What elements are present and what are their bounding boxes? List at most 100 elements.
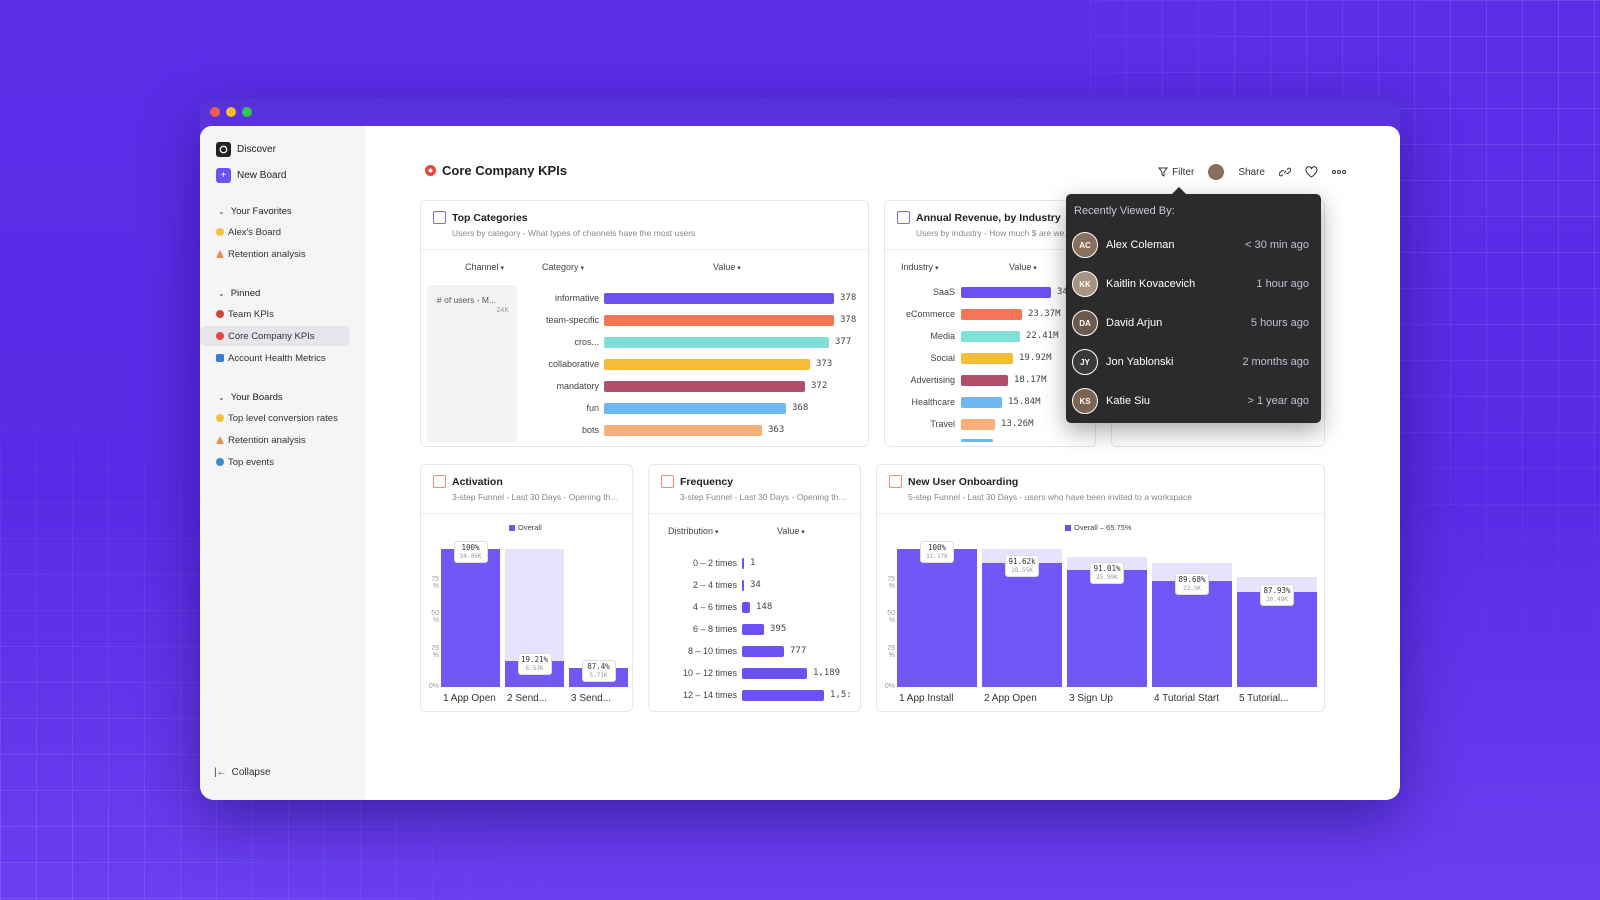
funnel-pct: 89.68% bbox=[1178, 574, 1206, 584]
industry-value: 15.84M bbox=[1008, 397, 1041, 407]
top-categories-card[interactable]: Top Categories Users by category - What … bbox=[420, 200, 869, 447]
viewer-avatar[interactable] bbox=[1208, 164, 1225, 180]
viewer-row[interactable]: AC Alex Coleman < 30 min ago bbox=[1072, 230, 1309, 260]
collapse-button[interactable]: |← Collapse bbox=[214, 767, 271, 778]
sidebar-item-retention-analysis-2[interactable]: Retention analysis bbox=[214, 430, 359, 450]
filter-icon bbox=[1158, 167, 1169, 177]
cone-icon bbox=[216, 250, 224, 258]
minimize-window-button[interactable] bbox=[226, 107, 236, 117]
frequency-label: 4 – 6 times bbox=[692, 602, 737, 612]
value-dropdown[interactable]: Value bbox=[1009, 262, 1037, 272]
category-label: collaborative bbox=[548, 359, 599, 369]
axis-label: 0% bbox=[884, 683, 895, 690]
funnel-bar bbox=[982, 562, 1062, 687]
plus-icon: + bbox=[216, 168, 231, 183]
funnel-count: 28.55K bbox=[1011, 566, 1033, 574]
card-subtitle: Users by category - What types of channe… bbox=[452, 228, 696, 238]
maximize-window-button[interactable] bbox=[242, 107, 252, 117]
discover-label: Discover bbox=[237, 144, 276, 155]
sidebar-item-top-events[interactable]: Top events bbox=[214, 452, 359, 472]
funnel-count: 34.05K bbox=[459, 553, 482, 560]
recently-viewed-popover: Recently Viewed By: AC Alex Coleman < 30 m… bbox=[1066, 187, 1321, 423]
category-bar bbox=[604, 315, 834, 326]
category-dropdown[interactable]: Category bbox=[542, 262, 584, 272]
category-label: fun bbox=[586, 403, 599, 413]
funnel-step-label: 1 App Open bbox=[443, 693, 496, 704]
card-subtitle: 3-step Funnel - Last 30 Days - Opening t… bbox=[680, 492, 850, 502]
funnel-bar bbox=[441, 549, 500, 687]
category-bar bbox=[604, 381, 805, 392]
value-dropdown[interactable]: Value bbox=[777, 526, 805, 536]
new-board-button[interactable]: + New Board bbox=[216, 168, 286, 183]
industry-label: Media bbox=[930, 331, 955, 341]
boards-section-toggle[interactable]: ⌄ Your Boards bbox=[218, 392, 283, 403]
metric-value: 24K bbox=[496, 307, 509, 314]
viewer-name: Alex Coleman bbox=[1106, 239, 1175, 251]
activation-card[interactable]: Activation 3-step Funnel - Last 30 Days … bbox=[420, 464, 633, 712]
bar-chart-icon bbox=[897, 211, 910, 224]
industry-label: Travel bbox=[930, 419, 955, 429]
viewer-row[interactable]: KS Katie Siu > 1 year ago bbox=[1072, 386, 1309, 416]
industry-dropdown[interactable]: Industry bbox=[901, 262, 938, 272]
industry-bar bbox=[961, 331, 1020, 342]
viewer-avatar: DA bbox=[1072, 310, 1098, 336]
frequency-bar bbox=[742, 668, 807, 679]
sidebar-item-team-kpis[interactable]: Team KPIs bbox=[214, 304, 359, 324]
frequency-label: 2 – 4 times bbox=[692, 580, 737, 590]
popover-title: Recently Viewed By: bbox=[1074, 205, 1175, 217]
frequency-value: 777 bbox=[790, 646, 807, 656]
category-bar bbox=[604, 403, 786, 414]
value-dropdown[interactable]: Value bbox=[713, 262, 741, 272]
frequency-bar bbox=[742, 690, 824, 701]
globe-icon bbox=[216, 458, 224, 466]
sidebar-item-label: Retention analysis bbox=[228, 248, 306, 260]
favorites-section-toggle[interactable]: ⌄ Your Favorites bbox=[218, 206, 292, 217]
collapse-label: Collapse bbox=[231, 767, 271, 778]
channel-dropdown[interactable]: Channel bbox=[465, 262, 504, 272]
legend-swatch bbox=[509, 524, 515, 531]
frequency-value: 1,189 bbox=[813, 668, 841, 678]
share-button[interactable]: Share bbox=[1238, 167, 1265, 178]
sidebar-item-label: Team KPIs bbox=[228, 308, 274, 320]
filter-button[interactable]: Filter bbox=[1158, 167, 1194, 178]
target-icon bbox=[216, 332, 224, 340]
frequency-card[interactable]: Frequency 3-step Funnel - Last 30 Days -… bbox=[648, 464, 861, 712]
pinned-section-toggle[interactable]: ⌄ Pinned bbox=[218, 288, 260, 299]
legend-swatch bbox=[1065, 524, 1071, 531]
funnel-pct: 91.62k bbox=[1008, 556, 1036, 566]
industry-value: 18.17M bbox=[1014, 375, 1047, 385]
funnel-tag: 91.01% 25.99K bbox=[1090, 561, 1124, 584]
favorite-button[interactable] bbox=[1305, 166, 1318, 178]
funnel-step-label: 4 Tutorial Start bbox=[1154, 693, 1220, 704]
chart-legend: Overall – 65.75% bbox=[1065, 523, 1132, 532]
sidebar-item-top-level-conversion-rates[interactable]: Top level conversion rates bbox=[214, 408, 359, 428]
frequency-label: 0 – 2 times bbox=[692, 558, 737, 568]
boxing-glove-icon bbox=[216, 310, 224, 318]
annual-revenue-card[interactable]: Annual Revenue, by Industry Users by ind… bbox=[884, 200, 1096, 447]
sidebar-item-core-company-kpis[interactable]: Core Company KPIs bbox=[200, 326, 350, 346]
funnel-bar bbox=[1067, 569, 1147, 687]
onboarding-card[interactable]: New User Onboarding 5-step Funnel - Last… bbox=[876, 464, 1325, 712]
sidebar-item-alexs-board[interactable]: Alex's Board bbox=[214, 222, 359, 242]
close-window-button[interactable] bbox=[210, 107, 220, 117]
category-value: 378 bbox=[840, 293, 857, 303]
axis-label: 50 % bbox=[887, 610, 895, 624]
toolbar: Filter Share bbox=[1144, 164, 1346, 180]
viewer-row[interactable]: JY Jon Yablonski 2 months ago bbox=[1072, 347, 1309, 377]
industry-bar bbox=[961, 353, 1013, 364]
card-title: Top Categories bbox=[452, 211, 528, 224]
viewer-row[interactable]: KK Kaitlin Kovacevich 1 hour ago bbox=[1072, 269, 1309, 299]
distribution-dropdown[interactable]: Distribution bbox=[668, 526, 719, 536]
sidebar-item-retention-analysis[interactable]: Retention analysis bbox=[214, 244, 359, 264]
more-options-button[interactable] bbox=[1332, 170, 1346, 174]
funnel-count: 23.5K bbox=[1182, 584, 1202, 592]
discover-link[interactable]: Discover bbox=[216, 142, 276, 157]
industry-bar bbox=[961, 309, 1022, 320]
divider bbox=[877, 513, 1324, 514]
discover-icon bbox=[216, 142, 231, 157]
viewer-row[interactable]: DA David Arjun 5 hours ago bbox=[1072, 308, 1309, 338]
link-button[interactable] bbox=[1279, 166, 1291, 178]
cone-icon bbox=[216, 436, 224, 444]
category-bar bbox=[604, 293, 834, 304]
sidebar-item-account-health-metrics[interactable]: Account Health Metrics bbox=[214, 348, 359, 368]
